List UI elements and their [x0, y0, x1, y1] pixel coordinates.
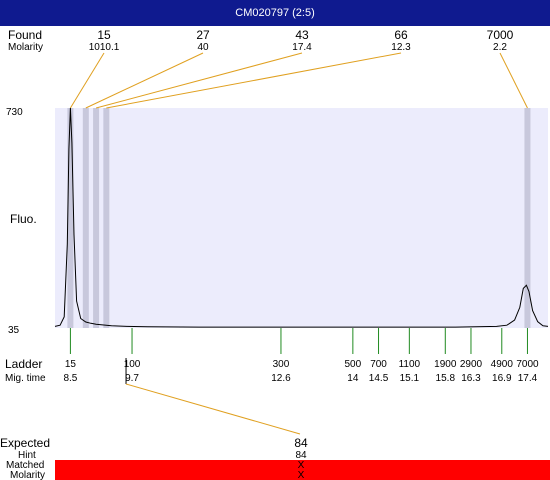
ladder-time-9: 17.4 [518, 373, 538, 384]
found-size-2: 43 [295, 28, 309, 42]
y-tick-bottom: 35 [8, 325, 20, 336]
found-molarity-1: 40 [197, 42, 209, 53]
found-label: Found [8, 28, 42, 42]
ladder-size-8: 4900 [491, 359, 514, 370]
fluorescence-trace [54, 107, 549, 328]
ladder-time-8: 16.9 [492, 373, 512, 384]
ladder-time-5: 15.1 [400, 373, 420, 384]
expected-leader [125, 383, 301, 435]
ladder-size-9: 7000 [516, 359, 539, 370]
ladder-size-0: 15 [65, 359, 77, 370]
found-molarity-0: 1010.1 [89, 42, 120, 53]
ladder-size-4: 700 [370, 359, 387, 370]
ladder-time-0: 8.5 [63, 373, 77, 384]
ladder-size-7: 2900 [460, 359, 483, 370]
peak-band-0 [67, 108, 74, 328]
matched-value: X [298, 460, 305, 471]
ladder-time-6: 15.8 [436, 373, 456, 384]
ladder-size-2: 300 [273, 359, 290, 370]
found-size-3: 66 [394, 28, 408, 42]
ladder-size-3: 500 [345, 359, 362, 370]
peak-band-2 [93, 108, 100, 328]
matched-bar [55, 460, 550, 480]
molarity-label: Molarity [8, 42, 43, 53]
peak-band-1 [82, 108, 89, 328]
peak-band-4 [524, 108, 531, 328]
found-leader-1 [85, 52, 204, 109]
ladder-size-1: 100 [124, 359, 141, 370]
y-tick-top: 730 [6, 107, 23, 118]
hint-label: Hint [18, 450, 36, 461]
expected-label: Expected [0, 436, 50, 450]
ladder-size-5: 1100 [399, 359, 421, 370]
found-leader-2 [95, 52, 303, 109]
mig-time-label: Mig. time [5, 373, 46, 384]
ladder-time-2: 12.6 [271, 373, 291, 384]
ladder-time-3: 14 [347, 373, 359, 384]
hint-value: 84 [295, 450, 307, 461]
found-molarity-2: 17.4 [292, 42, 312, 53]
ladder-time-1: 9.7 [125, 373, 139, 384]
ladder-time-7: 16.3 [461, 373, 481, 384]
peak-band-3 [103, 108, 110, 328]
found-molarity-4: 2.2 [493, 42, 507, 53]
matched-label: Matched [6, 460, 44, 471]
molarity-bottom-label: Molarity [10, 470, 45, 480]
found-molarity-3: 12.3 [391, 42, 411, 53]
window-title: CM020797 (2:5) [0, 0, 550, 26]
ladder-label: Ladder [5, 357, 42, 371]
found-leader-0 [69, 52, 105, 109]
found-size-1: 27 [196, 28, 210, 42]
ladder-time-4: 14.5 [369, 373, 389, 384]
fluo-label: Fluo. [10, 212, 37, 226]
found-size-0: 15 [97, 28, 111, 42]
expected-value: 84 [294, 436, 308, 450]
found-leader-4 [499, 52, 528, 109]
molarity-value: X [298, 470, 305, 480]
plot-area [55, 108, 548, 328]
ladder-size-6: 1900 [434, 359, 457, 370]
found-size-4: 7000 [487, 28, 514, 42]
found-leader-3 [106, 52, 402, 109]
